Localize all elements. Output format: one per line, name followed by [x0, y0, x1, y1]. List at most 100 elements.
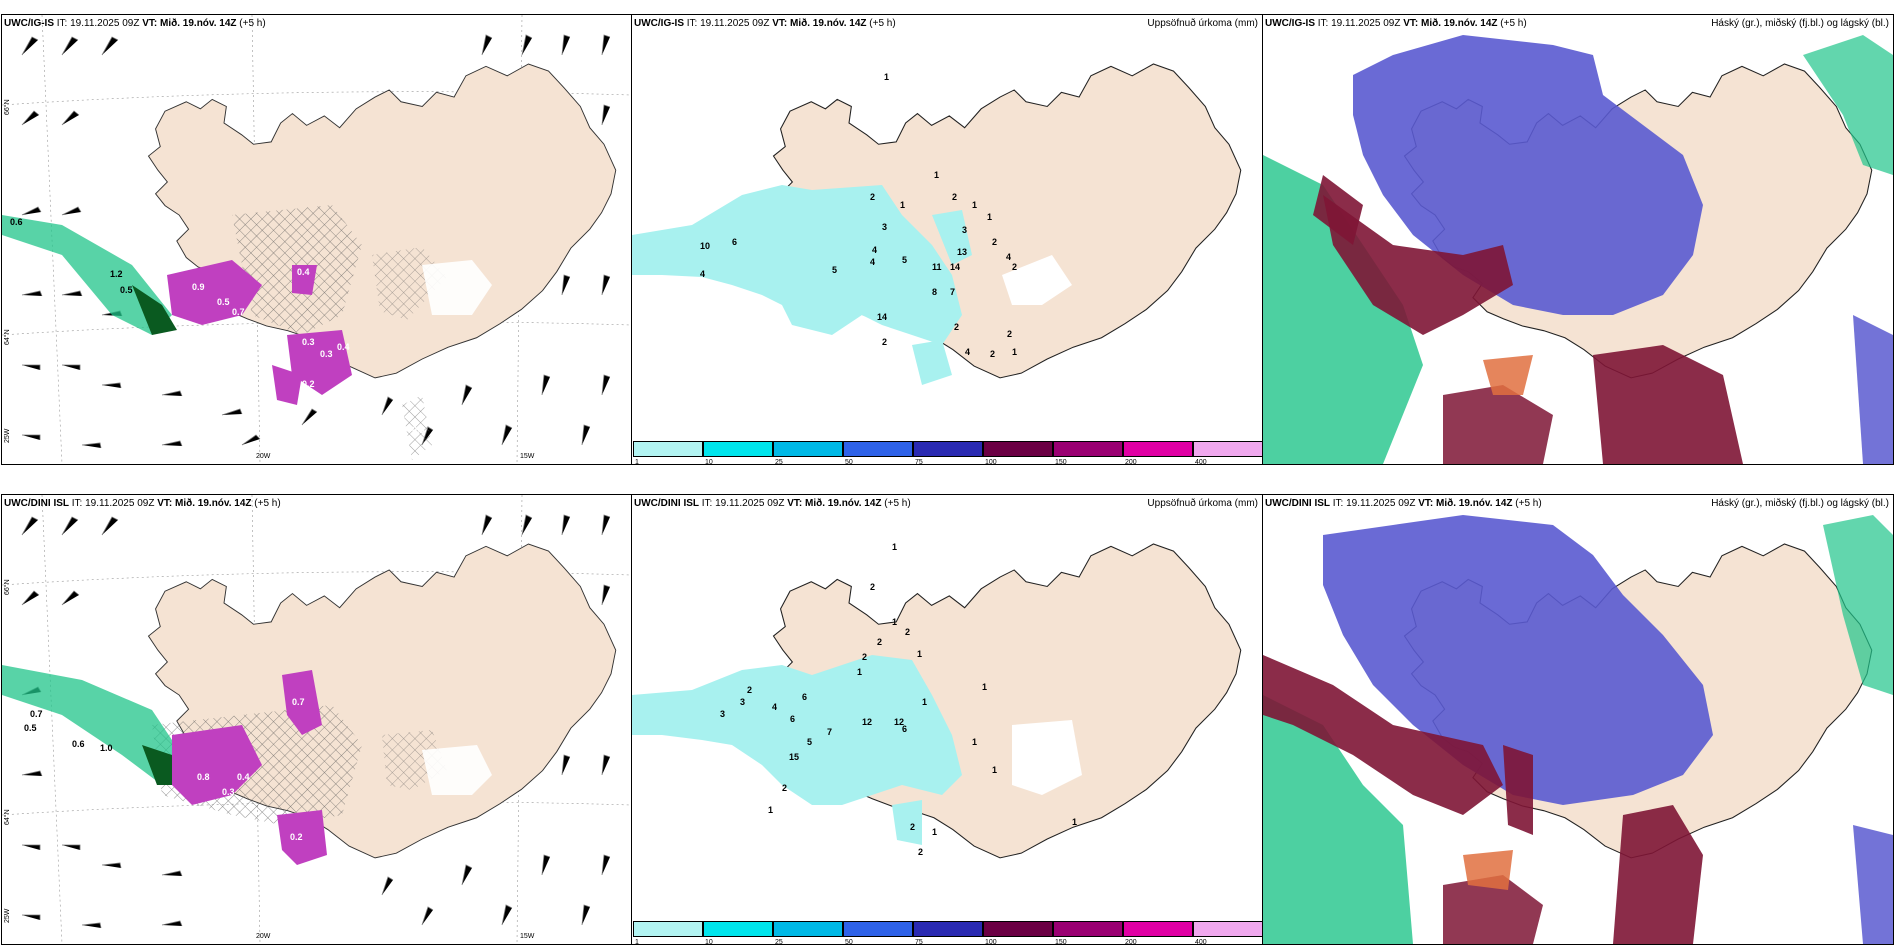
svg-text:1: 1: [922, 697, 927, 707]
svg-text:4: 4: [965, 347, 970, 357]
cloud-map: [1263, 495, 1893, 944]
svg-text:3: 3: [882, 222, 887, 232]
svg-text:2: 2: [952, 192, 957, 202]
panel-row1-precip: UWC/IG-IS IT: 19.11.2025 09Z VT: Mið. 19…: [631, 14, 1263, 465]
svg-text:14: 14: [950, 262, 960, 272]
precip-colorbar: 1 10 25 50 75 100 150 200 400: [633, 921, 1262, 944]
svg-text:12: 12: [862, 717, 872, 727]
svg-text:0.7: 0.7: [232, 307, 245, 317]
svg-text:13: 13: [957, 247, 967, 257]
svg-text:0.3: 0.3: [222, 787, 235, 797]
svg-text:0.9: 0.9: [192, 282, 205, 292]
svg-text:0.5: 0.5: [24, 723, 37, 733]
svg-text:0.5: 0.5: [217, 297, 230, 307]
svg-text:5: 5: [807, 737, 812, 747]
svg-text:12: 12: [894, 717, 904, 727]
wind-snow-map: 0.6 1.2 0.5 0.9 0.5 0.7 0.3 0.3 0.4 0.4 …: [2, 15, 631, 464]
colorbar-swatch: 1: [633, 921, 703, 944]
svg-text:1: 1: [900, 200, 905, 210]
lon-label-15: 15W: [520, 453, 535, 460]
svg-text:4: 4: [700, 269, 705, 279]
colorbar-swatch: 200: [1123, 441, 1193, 464]
colorbar-swatch: 100: [983, 441, 1053, 464]
svg-text:4: 4: [870, 257, 875, 267]
svg-text:1: 1: [917, 649, 922, 659]
panel-row2-clouds: UWC/DINI ISL IT: 19.11.2025 09Z VT: Mið.…: [1262, 494, 1894, 945]
colorbar-swatch: 25: [773, 921, 843, 944]
svg-text:0.4: 0.4: [237, 772, 250, 782]
svg-text:0.4: 0.4: [297, 267, 310, 277]
panel-title: UWC/DINI ISL IT: 19.11.2025 09Z VT: Mið.…: [4, 498, 281, 509]
svg-text:4: 4: [772, 702, 777, 712]
svg-text:4: 4: [872, 245, 877, 255]
svg-text:2: 2: [1007, 329, 1012, 339]
precip-map: 1 2 2 1 2 1 2 1 2 3 4 6 3 6 5 7 12 12 15…: [632, 542, 1242, 859]
svg-text:1: 1: [972, 200, 977, 210]
svg-text:0.8: 0.8: [197, 772, 210, 782]
svg-text:1: 1: [857, 667, 862, 677]
svg-text:2: 2: [918, 847, 923, 857]
svg-text:6: 6: [802, 692, 807, 702]
svg-text:2: 2: [782, 783, 787, 793]
svg-text:14: 14: [877, 312, 887, 322]
panel-title: UWC/IG-IS IT: 19.11.2025 09Z VT: Mið. 19…: [634, 18, 896, 29]
colorbar-swatch: 10: [703, 921, 773, 944]
lat-label-64: 64°N: [4, 809, 11, 825]
svg-text:7: 7: [950, 287, 955, 297]
svg-text:15: 15: [789, 752, 799, 762]
panel-row2-precip: UWC/DINI ISL IT: 19.11.2025 09Z VT: Mið.…: [631, 494, 1263, 945]
colorbar-swatch: 150: [1053, 921, 1123, 944]
colorbar-swatch: 75: [913, 921, 983, 944]
svg-text:1: 1: [934, 170, 939, 180]
precip-colorbar: 1 10 25 50 75 100 150 200 400: [633, 441, 1262, 464]
svg-text:0.5: 0.5: [120, 285, 133, 295]
svg-text:1: 1: [768, 805, 773, 815]
svg-text:2: 2: [882, 337, 887, 347]
svg-text:1: 1: [1012, 347, 1017, 357]
panel-row1-wind-snow: UWC/IG-IS IT: 19.11.2025 09Z VT: Mið. 19…: [1, 14, 632, 465]
lat-label-64: 64°N: [4, 329, 11, 345]
svg-text:7: 7: [827, 727, 832, 737]
panel-title: UWC/IG-IS IT: 19.11.2025 09Z VT: Mið. 19…: [1265, 18, 1527, 29]
panel-title: UWC/DINI ISL IT: 19.11.2025 09Z VT: Mið.…: [634, 498, 911, 509]
colorbar-swatch: 100: [983, 921, 1053, 944]
panel-title: UWC/DINI ISL IT: 19.11.2025 09Z VT: Mið.…: [1265, 498, 1542, 509]
cloud-map: [1263, 15, 1893, 464]
svg-text:2: 2: [862, 652, 867, 662]
panel-right-title: Uppsöfnuð úrkoma (mm): [1147, 18, 1258, 29]
panel-right-title: Háský (gr.), miðský (fj.bl.) og lágský (…: [1711, 18, 1889, 29]
svg-text:2: 2: [877, 637, 882, 647]
lon-label-25: 25W: [4, 908, 11, 923]
panel-row2-wind-snow: UWC/DINI ISL IT: 19.11.2025 09Z VT: Mið.…: [1, 494, 632, 945]
svg-text:2: 2: [905, 627, 910, 637]
svg-text:8: 8: [932, 287, 937, 297]
precip-map: 1 1 2 1 2 1 3 1 2 4 2 3 4 5 4 5 11 14 13…: [632, 63, 1242, 385]
svg-text:3: 3: [740, 697, 745, 707]
svg-text:0.6: 0.6: [10, 217, 23, 227]
svg-text:1: 1: [972, 737, 977, 747]
lon-label-20: 20W: [256, 933, 271, 940]
panel-title: UWC/IG-IS IT: 19.11.2025 09Z VT: Mið. 19…: [4, 18, 266, 29]
lon-label-20: 20W: [256, 453, 271, 460]
colorbar-swatch: 400: [1193, 441, 1262, 464]
svg-text:1: 1: [1072, 817, 1077, 827]
svg-text:2: 2: [992, 237, 997, 247]
colorbar-swatch: 400: [1193, 921, 1262, 944]
lat-label-66: 66°N: [4, 579, 11, 595]
svg-text:10: 10: [700, 241, 710, 251]
svg-text:1: 1: [982, 682, 987, 692]
svg-text:1.0: 1.0: [100, 743, 113, 753]
svg-text:5: 5: [832, 265, 837, 275]
panel-row1-clouds: UWC/IG-IS IT: 19.11.2025 09Z VT: Mið. 19…: [1262, 14, 1894, 465]
wind-snow-map: 0.7 0.5 0.6 1.0 0.8 0.4 0.3 0.7 0.2: [2, 495, 631, 944]
svg-text:3: 3: [962, 225, 967, 235]
svg-text:5: 5: [902, 255, 907, 265]
colorbar-swatch: 50: [843, 441, 913, 464]
colorbar-swatch: 200: [1123, 921, 1193, 944]
svg-text:2: 2: [870, 192, 875, 202]
svg-text:0.2: 0.2: [290, 832, 303, 842]
svg-text:1: 1: [892, 542, 897, 552]
colorbar-swatch: 50: [843, 921, 913, 944]
svg-text:6: 6: [790, 714, 795, 724]
svg-text:0.5: 0.5: [412, 425, 425, 435]
